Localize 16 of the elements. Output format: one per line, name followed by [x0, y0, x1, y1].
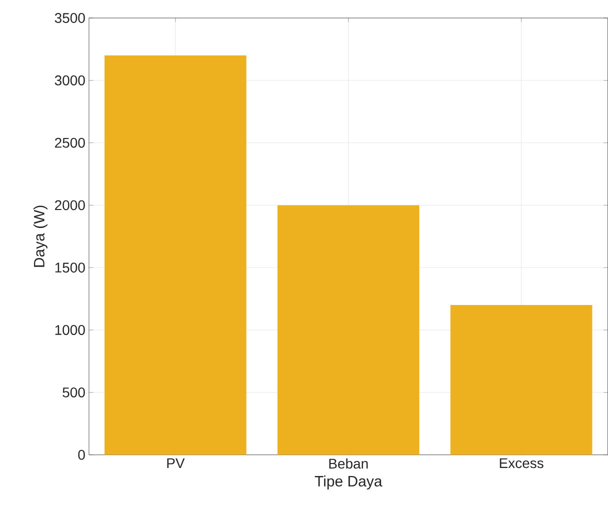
x-tick-label: Beban — [329, 458, 368, 469]
y-tick-label: 2000 — [55, 200, 85, 210]
x-tick-label: PV — [167, 458, 185, 468]
y-tick-label: 1000 — [55, 325, 85, 336]
y-tick-label: 2500 — [55, 138, 85, 148]
x-axis-title: Tipe Daya — [314, 476, 382, 490]
bar — [450, 305, 592, 455]
bar — [104, 56, 246, 455]
y-tick-label: 3500 — [54, 13, 85, 24]
y-tick-label: 1500 — [55, 262, 85, 273]
y-tick-label: 3000 — [54, 76, 85, 86]
x-tick-label: Excess — [500, 458, 544, 468]
y-tick-label: 0 — [78, 450, 85, 460]
bar — [277, 205, 420, 455]
y-axis-title: Daya (W) — [33, 206, 48, 267]
y-tick-label: 500 — [62, 388, 85, 398]
